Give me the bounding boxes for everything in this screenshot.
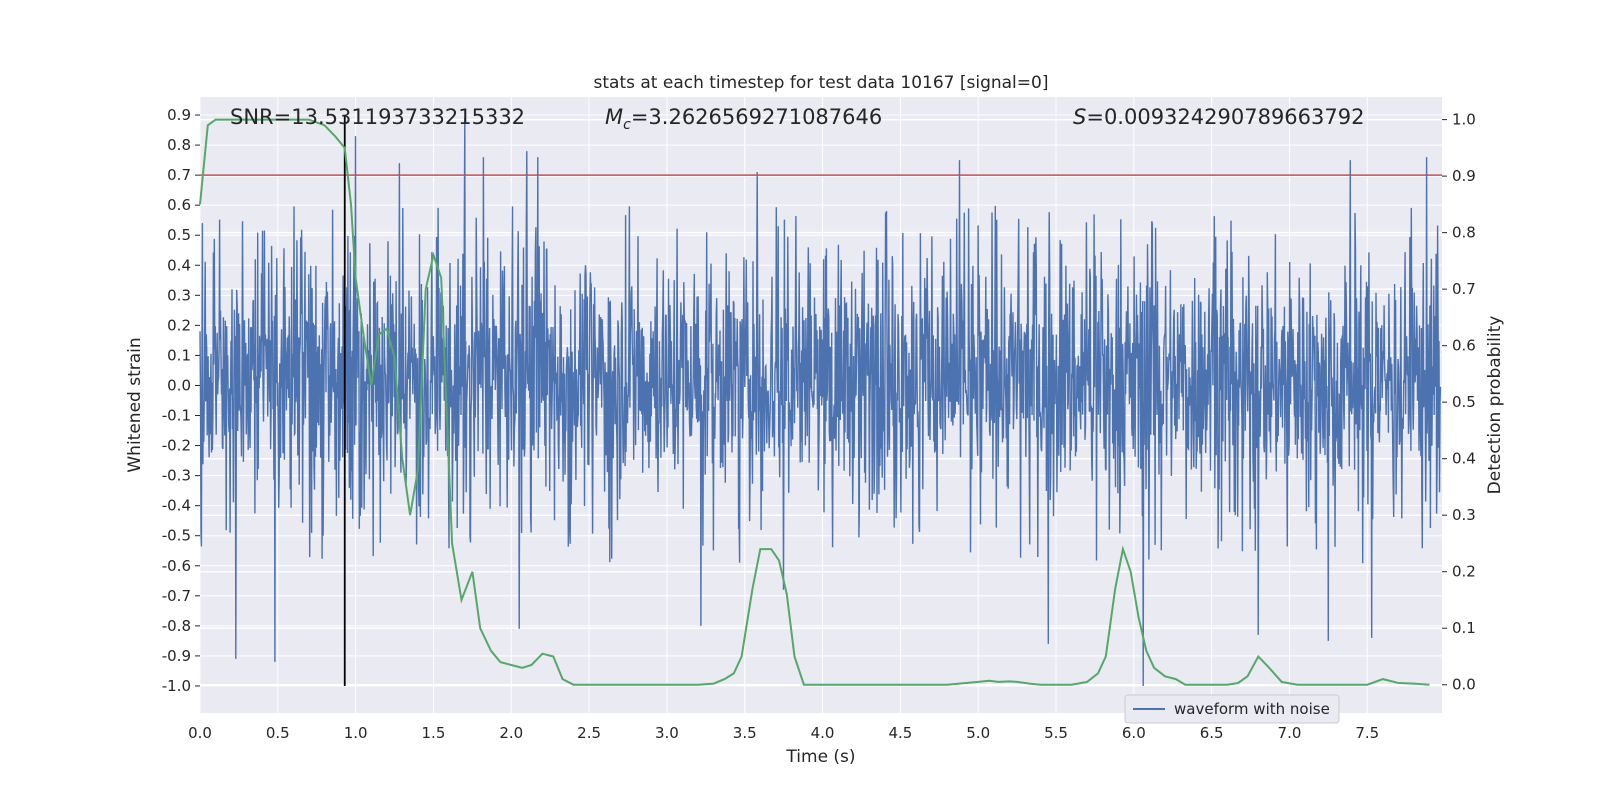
y-axis-left: 0.9 0.8 0.7 0.6 0.5 0.4 0.3 0.2 0.1 0.0 -0.1 -0.2 -0… bbox=[162, 106, 200, 695]
x-tick-label: 1.5 bbox=[422, 724, 446, 742]
y-tick-label: -0.8 bbox=[162, 617, 191, 635]
x-tick-label: 2.0 bbox=[499, 724, 523, 742]
y-tick-label: -0.6 bbox=[162, 557, 191, 575]
y-tick-label: -1.0 bbox=[162, 677, 191, 695]
y-tick-label: -0.7 bbox=[162, 587, 191, 605]
y-right-tick-label: 0.0 bbox=[1452, 676, 1476, 694]
s-value: =0.009324290789663792 bbox=[1086, 105, 1364, 129]
chirp-mass-annotation: Mc=3.2626569271087646 bbox=[605, 105, 882, 133]
y-right-tick-label: 0.7 bbox=[1452, 280, 1476, 298]
x-tick-label: 6.5 bbox=[1200, 724, 1224, 742]
y-tick-label: 0.1 bbox=[167, 346, 191, 364]
x-tick-label: 2.5 bbox=[577, 724, 601, 742]
y-tick-label: 0.6 bbox=[167, 196, 191, 214]
chirp-mass-value: =3.2626569271087646 bbox=[631, 105, 882, 129]
x-tick-label: 5.5 bbox=[1044, 724, 1068, 742]
y-tick-label: 0.9 bbox=[167, 106, 191, 124]
x-tick-label: 5.0 bbox=[966, 724, 990, 742]
x-tick-label: 4.0 bbox=[811, 724, 835, 742]
x-tick-label: 6.0 bbox=[1122, 724, 1146, 742]
s-symbol: S bbox=[1073, 105, 1086, 129]
legend-box bbox=[1124, 694, 1340, 724]
y-axis-right-label: Detection probability bbox=[1485, 316, 1505, 495]
waveform-series bbox=[199, 117, 1442, 687]
y-right-tick-label: 0.9 bbox=[1452, 167, 1476, 185]
chart-title: stats at each timestep for test data 101… bbox=[594, 73, 1049, 93]
x-tick-label: 7.0 bbox=[1278, 724, 1302, 742]
y-axis-label: Whitened strain bbox=[125, 337, 145, 472]
legend: waveform with noise bbox=[1124, 694, 1340, 724]
chirp-mass-symbol: M bbox=[605, 105, 623, 129]
y-tick-label: 0.4 bbox=[167, 256, 191, 274]
y-right-tick-label: 0.1 bbox=[1452, 619, 1476, 637]
y-right-tick-label: 0.3 bbox=[1452, 506, 1476, 524]
y-tick-label: 0.2 bbox=[167, 316, 191, 334]
chirp-mass-subscript: c bbox=[623, 117, 631, 133]
x-tick-label: 7.5 bbox=[1355, 724, 1379, 742]
y-tick-label: 0.0 bbox=[167, 376, 191, 394]
y-tick-label: -0.3 bbox=[162, 467, 191, 485]
x-tick-label: 0.5 bbox=[266, 724, 290, 742]
y-tick-label: -0.5 bbox=[162, 527, 191, 545]
x-tick-label: 3.5 bbox=[733, 724, 757, 742]
legend-label: waveform with noise bbox=[1174, 700, 1330, 718]
waveform-line bbox=[199, 117, 1442, 687]
s-annotation: S=0.009324290789663792 bbox=[1073, 105, 1364, 129]
snr-annotation: SNR=13.531193733215332 bbox=[230, 105, 525, 129]
y-tick-label: 0.8 bbox=[167, 136, 191, 154]
x-tick-label: 4.5 bbox=[888, 724, 912, 742]
x-axis: 0.0 0.5 1.0 1.5 2.0 2.5 3.0 3.5 4.0 4.5 5.0 5.5 6.0 6… bbox=[188, 724, 1379, 742]
y-right-tick-label: 0.6 bbox=[1452, 337, 1476, 355]
y-right-tick-label: 0.8 bbox=[1452, 224, 1476, 242]
y-right-tick-label: 0.2 bbox=[1452, 563, 1476, 581]
y-tick-label: -0.2 bbox=[162, 437, 191, 455]
y-axis-right: 1.0 0.9 0.8 0.7 0.6 0.5 0.4 0.3 0.2 0.1 0.0 bbox=[1442, 111, 1476, 694]
x-tick-label: 0.0 bbox=[188, 724, 212, 742]
y-right-tick-label: 0.5 bbox=[1452, 393, 1476, 411]
x-tick-label: 3.0 bbox=[655, 724, 679, 742]
x-axis-label: Time (s) bbox=[785, 747, 855, 767]
probability-series bbox=[199, 118, 1430, 686]
y-tick-label: 0.7 bbox=[167, 166, 191, 184]
y-tick-label: -0.1 bbox=[162, 407, 191, 425]
y-tick-label: -0.9 bbox=[162, 647, 191, 665]
y-tick-label: 0.5 bbox=[167, 226, 191, 244]
y-tick-label: 0.3 bbox=[167, 286, 191, 304]
y-right-tick-label: 1.0 bbox=[1452, 111, 1476, 129]
x-tick-label: 1.0 bbox=[344, 724, 368, 742]
y-right-tick-label: 0.4 bbox=[1452, 450, 1476, 468]
y-tick-label: -0.4 bbox=[162, 497, 191, 515]
